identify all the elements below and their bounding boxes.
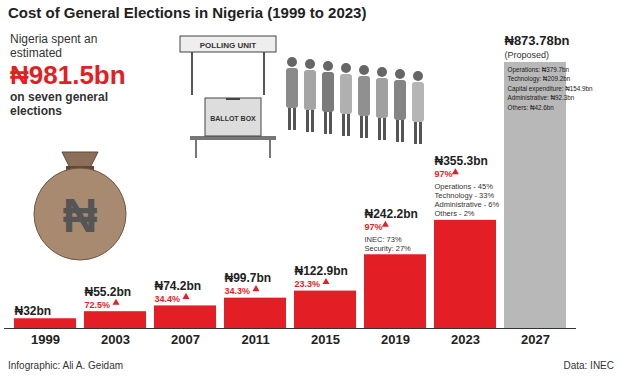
svg-text:2011: 2011 [241,332,269,347]
svg-text:₦99.7bn: ₦99.7bn [225,271,272,285]
html-text:₦981.5bn: ₦981.5bn [10,60,126,90]
svg-text:97%: 97% [435,169,453,179]
html-text:Nigeria spent an: Nigeria spent an [10,32,98,46]
svg-text:34.4%: 34.4% [155,294,181,304]
svg-text:2015: 2015 [311,332,340,347]
svg-text:(Proposed): (Proposed) [505,50,550,60]
svg-text:₦122.9bn: ₦122.9bn [295,264,348,278]
svg-text:₦32bn: ₦32bn [15,304,52,318]
svg-text:97%: 97% [365,222,383,232]
svg-text:POLLING UNIT: POLLING UNIT [200,41,257,50]
svg-text:Administrative: ₦92.3bn: Administrative: ₦92.3bn [508,94,575,101]
svg-text:1999: 1999 [31,332,60,347]
svg-text:23.3%: 23.3% [295,279,321,289]
svg-text:72.5%: 72.5% [85,300,111,310]
html-text:elections: elections [10,104,62,118]
svg-text:₦: ₦ [63,189,98,242]
svg-text:Technology: ₦209.2bn: Technology: ₦209.2bn [508,75,571,83]
svg-text:Operations - 45%: Operations - 45% [435,182,494,191]
svg-text:2003: 2003 [101,332,130,347]
svg-text:Others - 2%: Others - 2% [435,209,475,218]
svg-text:BALLOT BOX: BALLOT BOX [210,115,256,122]
svg-text:₦242.2bn: ₦242.2bn [365,207,418,221]
svg-text:₦74.2bn: ₦74.2bn [155,279,202,293]
svg-text:Others: ₦42.6bn: Others: ₦42.6bn [508,104,555,111]
svg-text:₦55.2bn: ₦55.2bn [85,285,132,299]
svg-text:INEC: 73%: INEC: 73% [365,235,402,244]
html-text:Infographic: Ali A. Geidam: Infographic: Ali A. Geidam [8,359,124,371]
svg-text:Administrative - 6%: Administrative - 6% [435,200,500,209]
html-text:Data: INEC: Data: INEC [563,359,614,371]
html-text:estimated: estimated [10,46,62,60]
svg-text:₦873.78bn: ₦873.78bn [505,33,570,48]
svg-text:2023: 2023 [451,332,480,347]
svg-text:Technology - 33%: Technology - 33% [435,191,495,200]
svg-text:Capital expenditure: ₦154.9bn: Capital expenditure: ₦154.9bn [508,85,594,93]
svg-text:2027: 2027 [521,332,550,347]
svg-text:34.3%: 34.3% [225,286,251,296]
svg-text:₦355.3bn: ₦355.3bn [435,154,488,168]
svg-text:Operations: ₦379.7bn: Operations: ₦379.7bn [508,66,570,74]
svg-text:Security: 27%: Security: 27% [365,244,412,253]
svg-text:2007: 2007 [171,332,200,347]
svg-text:2019: 2019 [381,332,410,347]
html-text:Cost of General Elections in N: Cost of General Elections in Nigeria (19… [8,4,367,21]
html-text:on seven general: on seven general [10,90,108,104]
